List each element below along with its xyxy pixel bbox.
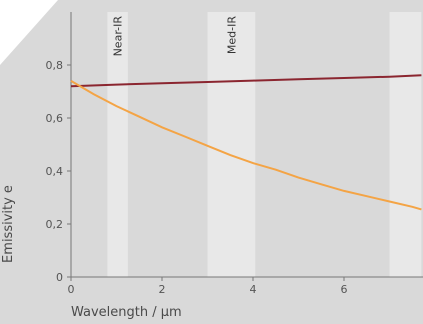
band-rect-2 (389, 12, 422, 277)
band-rect-0 (107, 12, 128, 277)
y-tick-label: 0,6 (46, 112, 64, 125)
y-axis-label: Emissivity e (1, 185, 16, 263)
x-tick-label: 2 (159, 283, 166, 296)
y-tick-label: 0 (56, 271, 63, 284)
x-tick-label: 0 (68, 283, 75, 296)
ticks-layer: 0 2 4 6 0 0,2 0,4 0,6 0,8 (46, 59, 348, 296)
band-label-1: Med-IR (225, 16, 238, 54)
x-tick-label: 4 (250, 283, 257, 296)
band-label-0: Near-IR (112, 16, 125, 57)
series-line-0 (70, 74, 422, 88)
band-rect-1 (207, 12, 256, 277)
series-line-1 (70, 80, 422, 211)
x-tick-label: 6 (341, 283, 348, 296)
corner-shadow (0, 0, 58, 65)
x-axis-label: Wavelength / µm (71, 305, 182, 320)
axes-layer (70, 12, 423, 278)
series-layer (70, 74, 422, 211)
bands-layer: Near-IR Med-IR (107, 12, 422, 277)
y-tick-label: 0,4 (46, 165, 64, 178)
y-tick-label: 0,2 (46, 218, 64, 231)
y-tick-label: 0,8 (46, 59, 64, 72)
